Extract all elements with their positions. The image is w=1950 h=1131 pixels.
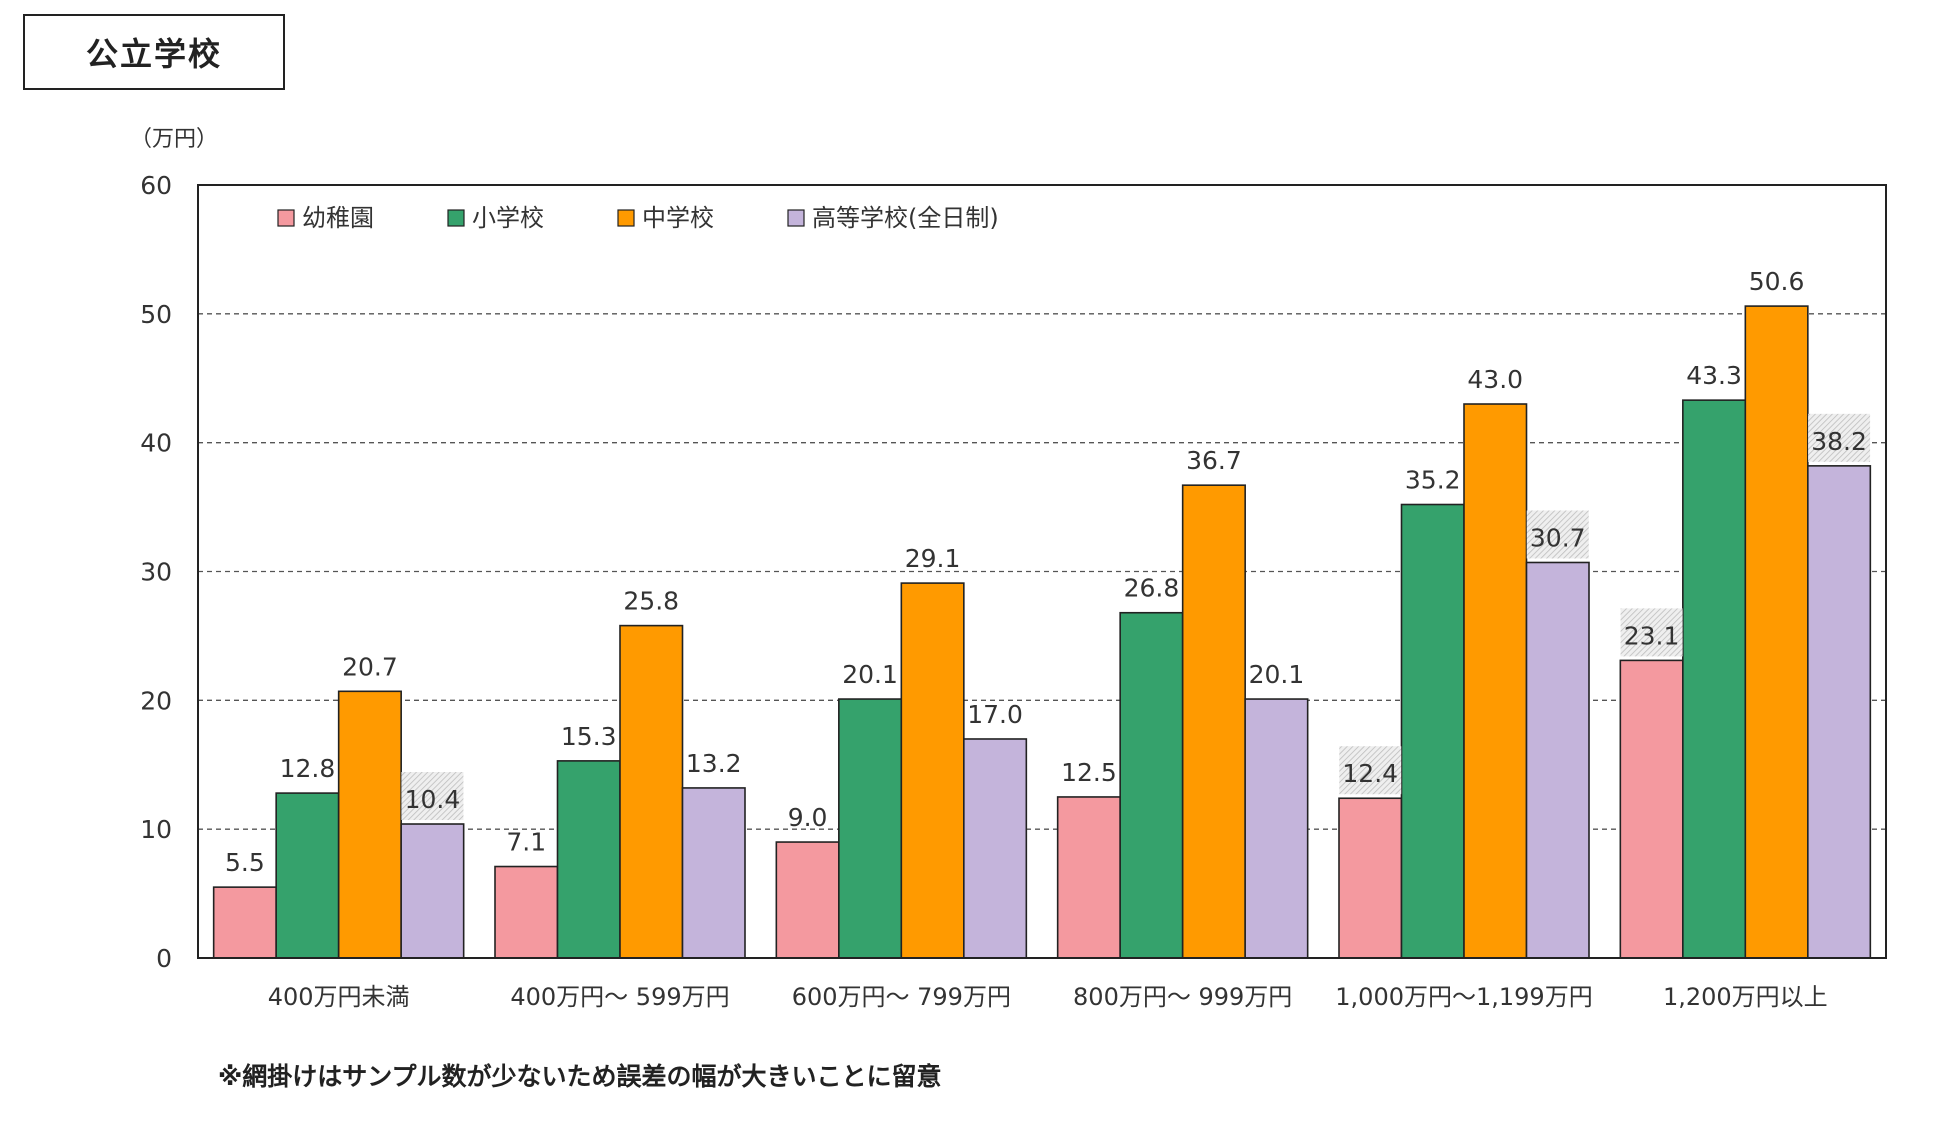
data-label: 36.7 [1186, 446, 1242, 475]
bar [212, 886, 277, 959]
bar [400, 823, 465, 959]
data-label: 17.0 [967, 700, 1023, 729]
bar [1119, 611, 1184, 959]
bar [1619, 659, 1684, 959]
x-tick-label: 1,000万円～1,199万円 [1335, 983, 1592, 1011]
x-tick-label: 400万円未満 [268, 983, 410, 1011]
bar [1463, 403, 1528, 959]
legend-label: 高等学校(全日制) [812, 204, 999, 232]
x-tick-label: 400万円～ 599万円 [510, 983, 729, 1011]
bar [1244, 698, 1309, 959]
y-tick-label: 20 [140, 686, 172, 715]
grid-lines [198, 313, 1886, 830]
y-axis-unit-label: （万円） [130, 127, 218, 152]
legend-swatch [277, 209, 295, 227]
data-label: 12.4 [1342, 759, 1398, 788]
data-label: 30.7 [1530, 523, 1586, 552]
chart-title-box: 公立学校 [23, 14, 285, 90]
y-tick-label: 40 [140, 429, 172, 458]
data-label: 20.1 [842, 660, 898, 689]
bars [212, 305, 1872, 959]
hatch-label-bg [401, 772, 464, 821]
bar [494, 865, 559, 959]
legend-swatch [447, 209, 465, 227]
legend: 幼稚園 小学校 中学校 高等学校(全日制) [277, 204, 999, 232]
bar [1744, 305, 1809, 959]
data-label: 13.2 [686, 749, 742, 778]
plot-area-frame [197, 184, 1887, 959]
x-tick-label: 600万円～ 799万円 [792, 983, 1011, 1011]
legend-swatch [617, 209, 635, 227]
bar [556, 760, 621, 959]
bar [1338, 797, 1403, 959]
y-tick-label: 60 [140, 171, 172, 200]
data-label: 12.8 [280, 754, 336, 783]
data-label: 26.8 [1124, 574, 1180, 603]
bar [963, 738, 1028, 959]
data-label: 29.1 [905, 544, 961, 573]
x-axis-tick-labels: 400万円未満 400万円～ 599万円 600万円～ 799万円 800万円～ 99… [268, 983, 1828, 1011]
legend-swatch [787, 209, 805, 227]
data-label: 7.1 [506, 828, 546, 857]
footnote: ※網掛けはサンプル数が少ないため誤差の幅が大きいことに留意 [218, 1062, 942, 1091]
x-tick-label: 800万円～ 999万円 [1073, 983, 1292, 1011]
hatch-label-bg [1339, 746, 1402, 795]
y-tick-label: 30 [140, 558, 172, 587]
bar [1056, 796, 1121, 959]
data-label: 43.0 [1467, 365, 1523, 394]
bar [619, 624, 684, 959]
bar [337, 690, 402, 959]
y-tick-label: 0 [156, 944, 172, 973]
bar [838, 698, 903, 959]
data-label: 35.2 [1405, 466, 1461, 495]
bar [1525, 561, 1590, 959]
legend-label: 小学校 [472, 204, 544, 232]
y-tick-label: 50 [140, 300, 172, 329]
data-label: 5.5 [225, 848, 265, 877]
data-label: 23.1 [1624, 621, 1680, 650]
data-label: 12.5 [1061, 758, 1117, 787]
bar [1181, 484, 1246, 959]
data-label: 38.2 [1811, 427, 1867, 456]
data-labels: 5.5 12.8 20.7 10.4 7.1 15.3 25.8 13.2 9.0 20.1 29.… [225, 267, 1871, 877]
y-tick-label: 10 [140, 815, 172, 844]
bar [1807, 465, 1872, 959]
data-label: 9.0 [788, 803, 828, 832]
legend-label: 幼稚園 [302, 204, 374, 232]
bar [775, 841, 840, 959]
bar [1682, 399, 1747, 959]
data-label: 10.4 [405, 785, 461, 814]
data-label: 20.1 [1249, 660, 1305, 689]
x-tick-label: 1,200万円以上 [1663, 983, 1828, 1011]
data-label: 15.3 [561, 722, 617, 751]
data-label: 43.3 [1686, 361, 1742, 390]
data-label: 50.6 [1749, 267, 1805, 296]
bar [900, 582, 965, 959]
bar [1400, 503, 1465, 959]
legend-label: 中学校 [642, 204, 714, 232]
hatch-label-bg [1808, 413, 1871, 462]
data-label: 25.8 [623, 587, 679, 616]
data-label: 20.7 [342, 652, 398, 681]
bar [681, 787, 746, 959]
y-axis-tick-labels: 0 10 20 30 40 50 60 [140, 171, 172, 973]
hatch-label-bg [1526, 510, 1589, 559]
bar [275, 792, 340, 959]
hatch-label-bg [1620, 608, 1683, 657]
